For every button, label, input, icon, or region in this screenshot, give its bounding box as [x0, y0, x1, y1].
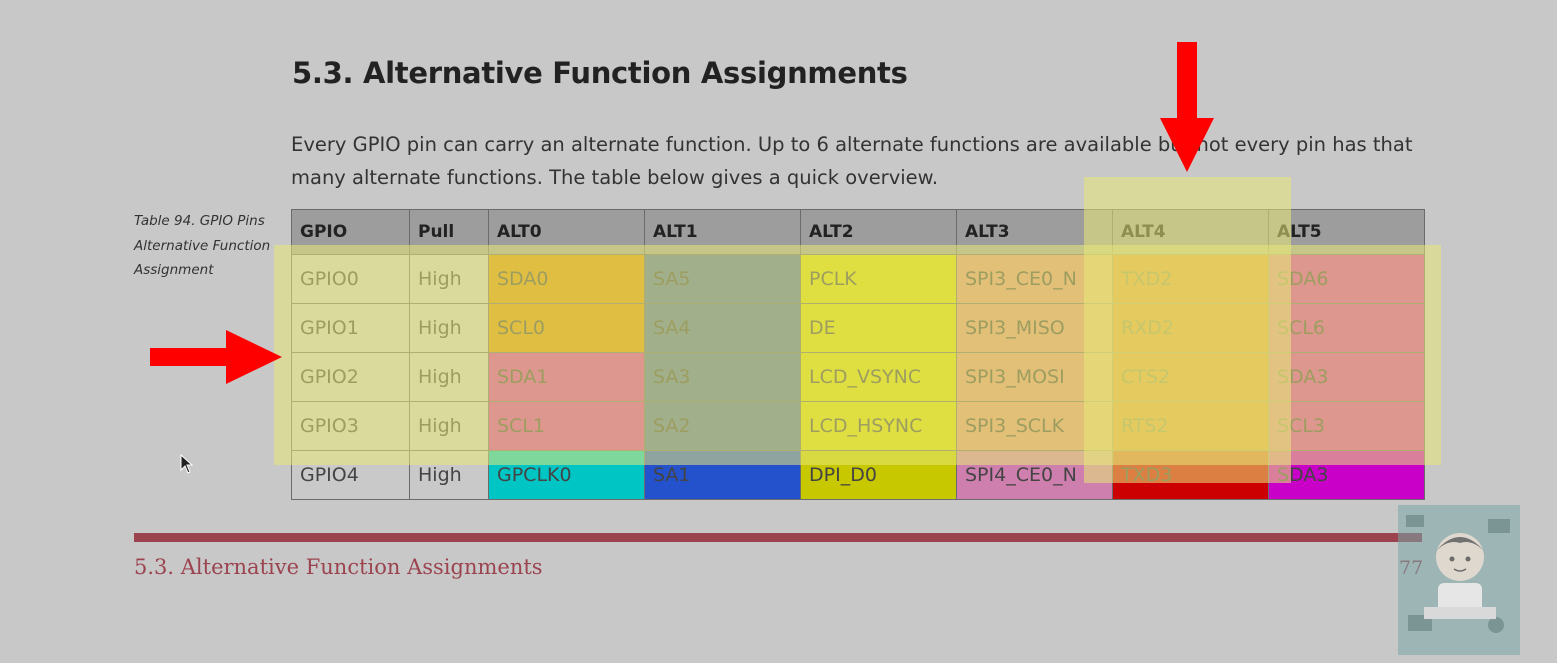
cell-alt4: RTS2: [1112, 401, 1269, 451]
cell-alt3: SPI4_CE0_N: [956, 450, 1113, 500]
cell-pull: High: [409, 450, 489, 500]
cell-alt4: TXD2: [1112, 254, 1269, 304]
intro-paragraph: Every GPIO pin can carry an alternate fu…: [291, 133, 1413, 189]
cell-alt5: SDA3: [1268, 450, 1425, 500]
footer-rule: [134, 533, 1422, 542]
table-row: GPIO0 High SDA0 SA5 PCLK SPI3_CE0_N TXD2…: [291, 254, 1425, 304]
cell-alt1: SA2: [644, 401, 801, 451]
cell-alt4: RXD2: [1112, 303, 1269, 353]
table-header-row: GPIO Pull ALT0 ALT1 ALT2 ALT3 ALT4 ALT5: [291, 209, 1425, 255]
cell-alt3: SPI3_MISO: [956, 303, 1113, 353]
cell-gpio: GPIO1: [291, 303, 410, 353]
table-row: GPIO3 High SCL1 SA2 LCD_HSYNC SPI3_SCLK …: [291, 401, 1425, 451]
cell-alt5: SCL3: [1268, 401, 1425, 451]
header-alt4: ALT4: [1112, 209, 1269, 255]
cell-alt1: SA4: [644, 303, 801, 353]
table-caption: Table 94. GPIO Pins Alternative Function…: [134, 213, 271, 278]
cell-pull: High: [409, 303, 489, 353]
cell-alt1: SA5: [644, 254, 801, 304]
cell-alt5: SDA3: [1268, 352, 1425, 402]
right-arrow-icon: [150, 330, 282, 384]
cell-alt2: DPI_D0: [800, 450, 957, 500]
header-alt0: ALT0: [488, 209, 645, 255]
cell-alt5: SDA6: [1268, 254, 1425, 304]
cell-alt0: SCL0: [488, 303, 645, 353]
mouse-pointer-icon: [180, 454, 194, 474]
cell-alt4: TXD3: [1112, 450, 1269, 500]
cell-gpio: GPIO4: [291, 450, 410, 500]
cell-gpio: GPIO0: [291, 254, 410, 304]
header-pull: Pull: [409, 209, 489, 255]
header-gpio: GPIO: [291, 209, 410, 255]
header-alt3: ALT3: [956, 209, 1113, 255]
cell-alt0: SDA1: [488, 352, 645, 402]
section-heading: 5.3. Alternative Function Assignments: [292, 56, 908, 90]
cell-gpio: GPIO3: [291, 401, 410, 451]
footer-section-title: 5.3. Alternative Function Assignments: [134, 555, 543, 579]
table-row: GPIO4 High GPCLK0 SA1 DPI_D0 SPI4_CE0_N …: [291, 450, 1425, 500]
header-alt5: ALT5: [1268, 209, 1425, 255]
cell-alt3: SPI3_MOSI: [956, 352, 1113, 402]
cell-alt0: SDA0: [488, 254, 645, 304]
cell-alt4: CTS2: [1112, 352, 1269, 402]
down-arrow-icon: [1160, 42, 1214, 172]
cell-alt1: SA3: [644, 352, 801, 402]
cell-pull: High: [409, 352, 489, 402]
cell-alt2: LCD_HSYNC: [800, 401, 957, 451]
cell-alt1: SA1: [644, 450, 801, 500]
cell-alt0: GPCLK0: [488, 450, 645, 500]
cell-alt2: DE: [800, 303, 957, 353]
cell-alt5: SCL6: [1268, 303, 1425, 353]
table-row: GPIO2 High SDA1 SA3 LCD_VSYNC SPI3_MOSI …: [291, 352, 1425, 402]
header-alt1: ALT1: [644, 209, 801, 255]
gpio-alt-function-table: GPIO Pull ALT0 ALT1 ALT2 ALT3 ALT4 ALT5 …: [291, 209, 1425, 500]
cell-alt3: SPI3_SCLK: [956, 401, 1113, 451]
cell-alt2: PCLK: [800, 254, 957, 304]
table-row: GPIO1 High SCL0 SA4 DE SPI3_MISO RXD2 SC…: [291, 303, 1425, 353]
cell-alt2: LCD_VSYNC: [800, 352, 957, 402]
cell-pull: High: [409, 254, 489, 304]
cell-alt0: SCL1: [488, 401, 645, 451]
watermark-logo: [1398, 505, 1520, 655]
cell-alt3: SPI3_CE0_N: [956, 254, 1113, 304]
cell-pull: High: [409, 401, 489, 451]
header-alt2: ALT2: [800, 209, 957, 255]
cell-gpio: GPIO2: [291, 352, 410, 402]
